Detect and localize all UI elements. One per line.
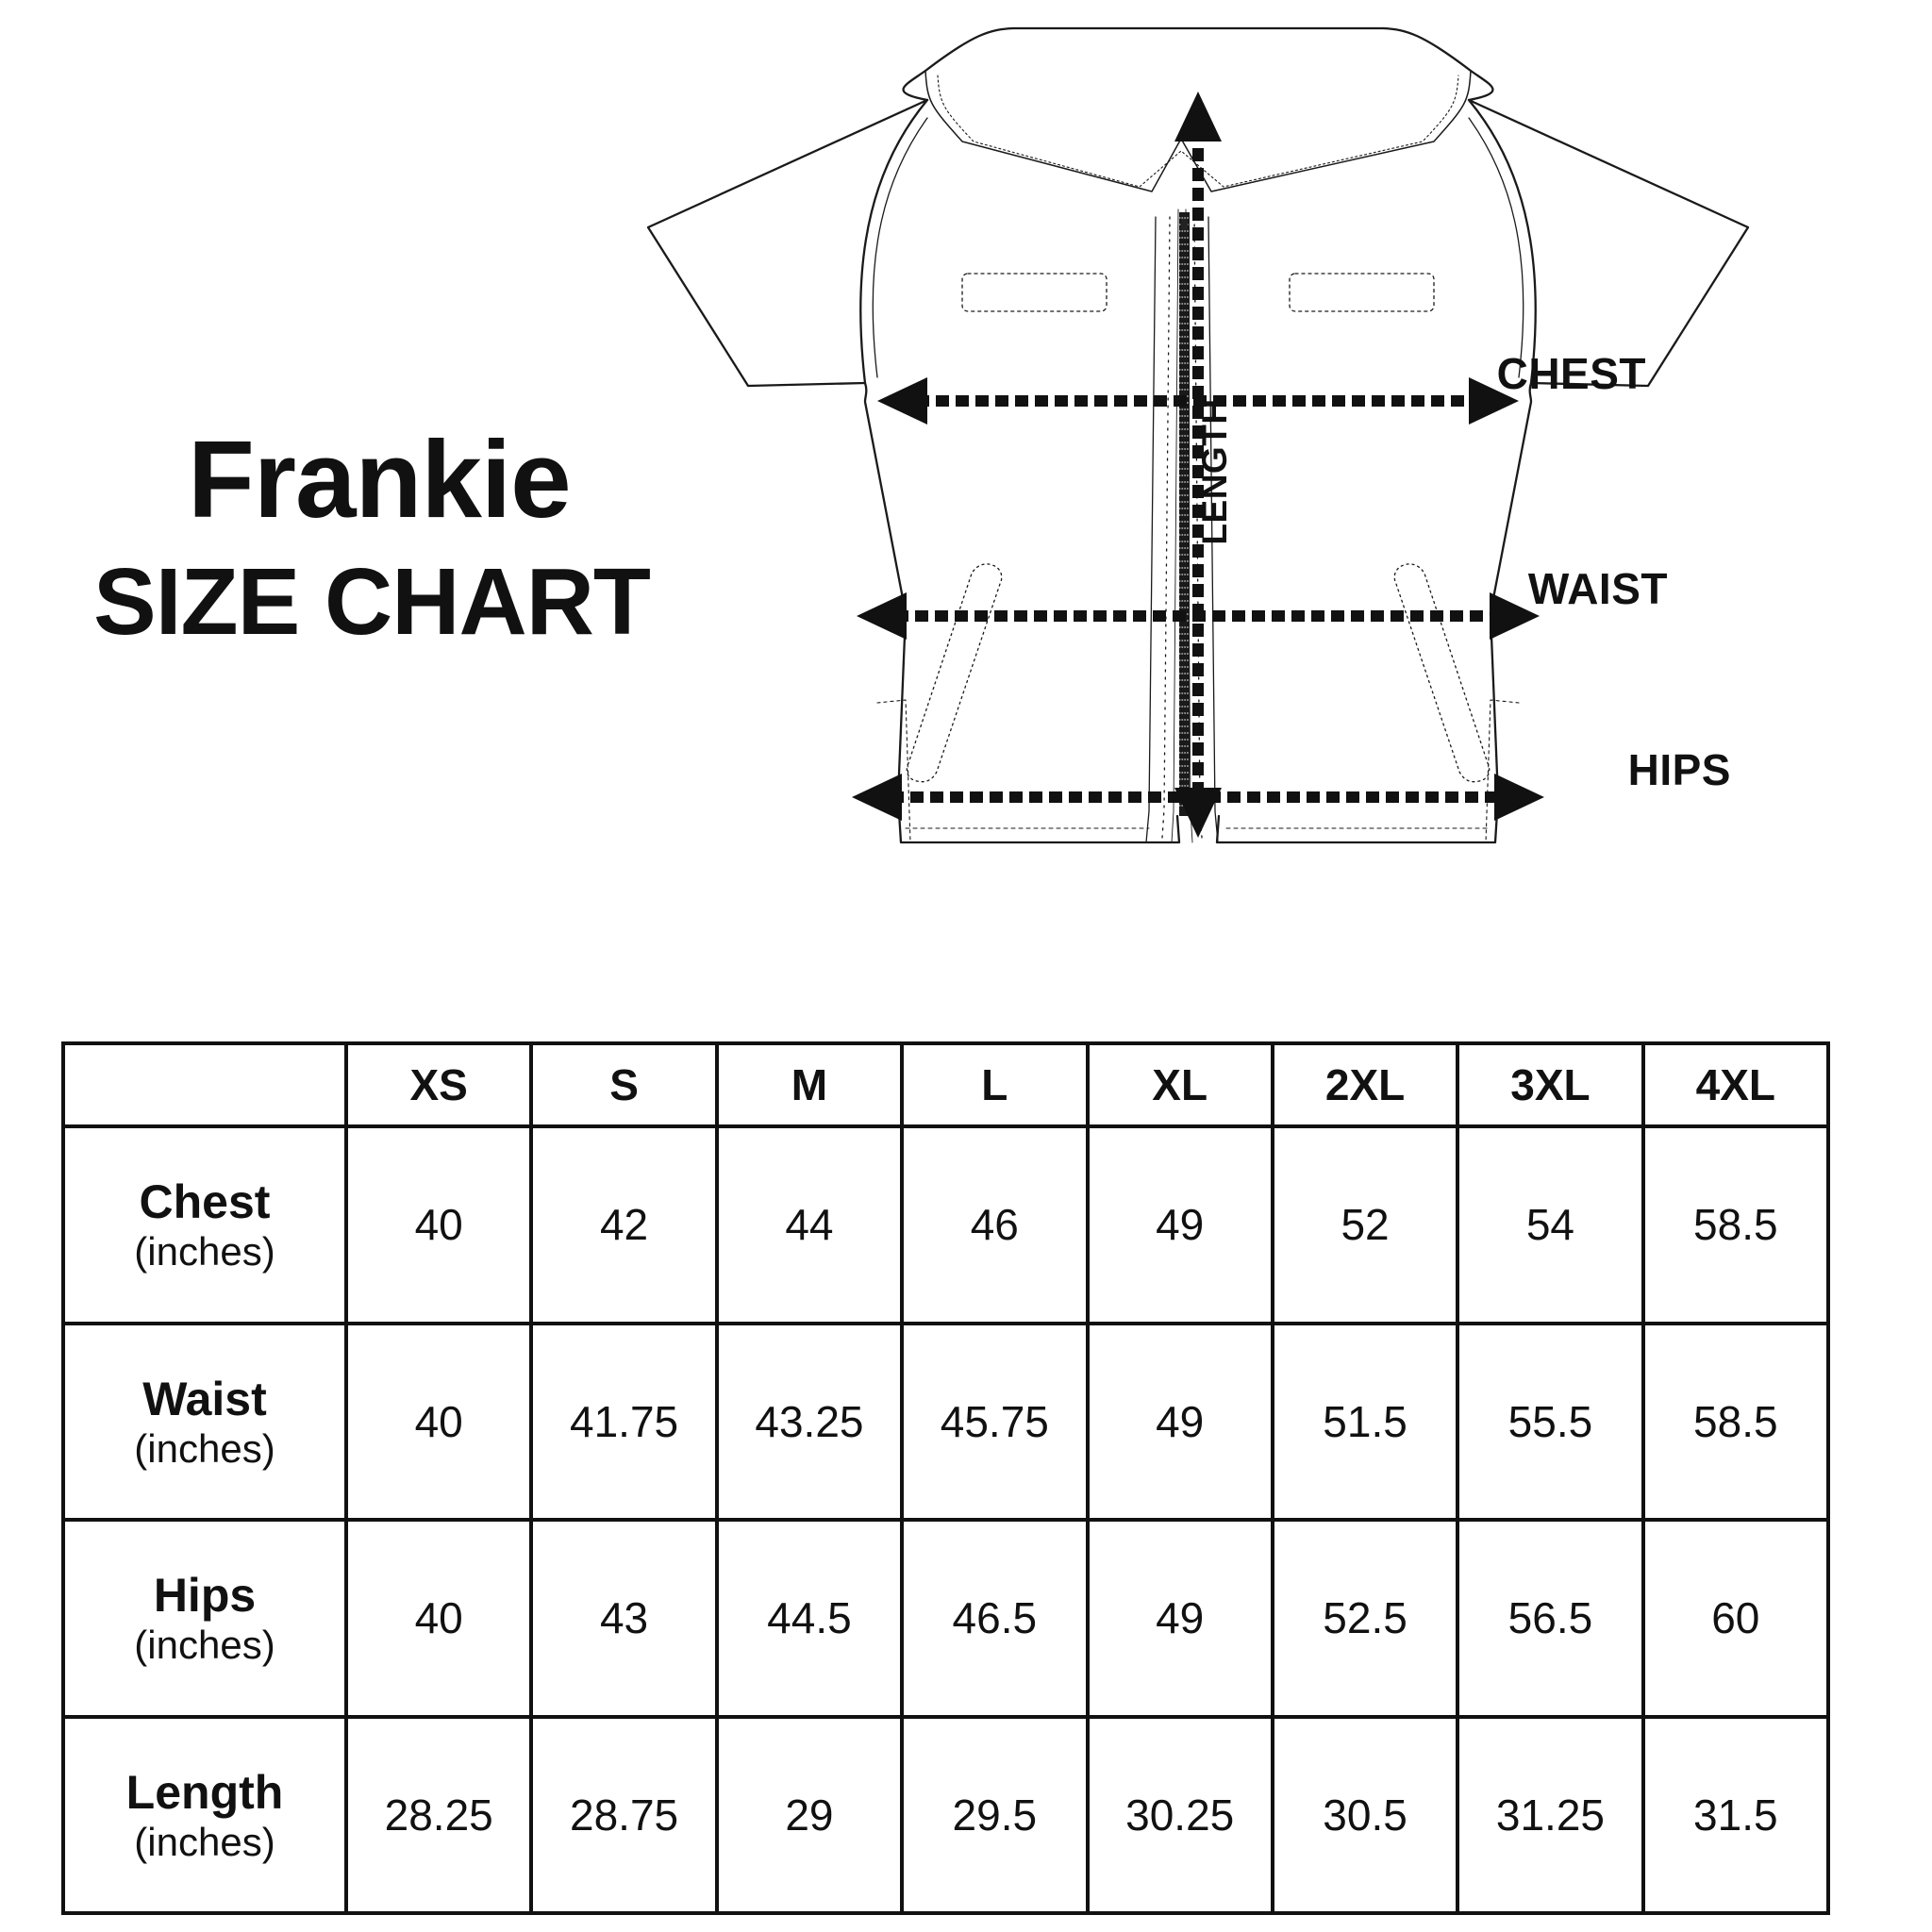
svg-text:HIPS: HIPS — [1628, 745, 1731, 794]
svg-text:LENGTH: LENGTH — [1195, 398, 1234, 544]
svg-text:WAIST: WAIST — [1528, 564, 1668, 613]
svg-text:CHEST: CHEST — [1497, 349, 1646, 398]
